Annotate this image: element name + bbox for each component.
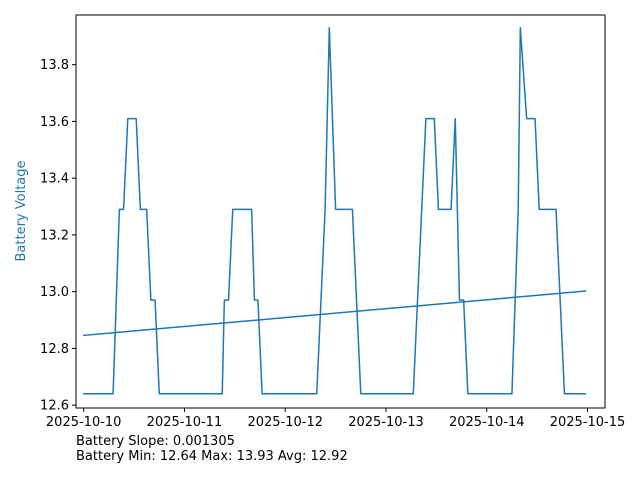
- x-tick-label: 2025-10-12: [247, 415, 323, 430]
- battery-voltage-line: [82, 27, 587, 395]
- y-axis-label: Battery Voltage: [14, 160, 29, 261]
- battery-slope-text: Battery Slope: 0.001305: [76, 434, 235, 449]
- y-tick-label: 13.8: [40, 58, 69, 73]
- plot-frame: [75, 14, 606, 409]
- y-tick-label: 12.8: [40, 342, 69, 357]
- y-tick-label: 13.4: [40, 172, 69, 187]
- x-tick-label: 2025-10-14: [449, 415, 525, 430]
- x-axis: 2025-10-10 2025-10-11 2025-10-12 2025-10-13…: [46, 408, 625, 430]
- x-tick-label: 2025-10-15: [550, 415, 626, 430]
- x-tick-label: 2025-10-11: [147, 415, 223, 430]
- battery-minmax-text: Battery Min: 12.64 Max: 13.93 Avg: 12.92: [76, 449, 348, 464]
- series-layer: [82, 27, 587, 395]
- x-tick-label: 2025-10-10: [46, 415, 122, 430]
- y-tick-label: 12.6: [40, 399, 69, 414]
- y-tick-label: 13.6: [40, 115, 69, 130]
- y-axis: 12.6 12.8 13.0 13.2 13.4 13.6 13.8: [40, 58, 76, 414]
- y-tick-label: 13.0: [40, 285, 69, 300]
- y-tick-label: 13.2: [40, 228, 69, 243]
- x-tick-label: 2025-10-13: [348, 415, 424, 430]
- trend-line: [82, 290, 587, 337]
